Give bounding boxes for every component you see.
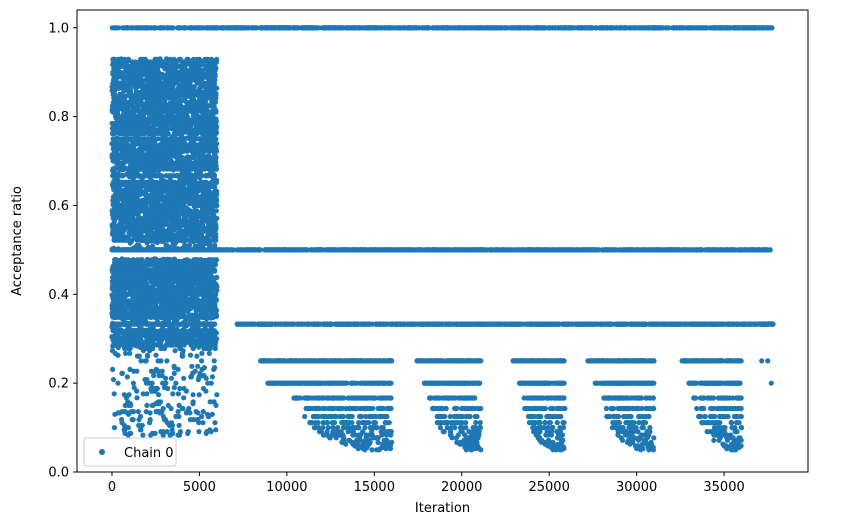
data-point [121, 392, 127, 398]
data-point [196, 392, 202, 398]
data-point [149, 130, 155, 137]
data-point [128, 91, 134, 97]
data-point [204, 305, 210, 312]
data-point [140, 391, 146, 397]
data-point [152, 368, 158, 374]
data-point [203, 388, 209, 394]
data-point [176, 402, 182, 408]
data-point [170, 391, 176, 397]
data-point [110, 228, 116, 234]
data-point [211, 366, 217, 372]
data-point [213, 57, 219, 64]
data-point [155, 358, 161, 364]
data-point [172, 348, 178, 354]
data-point [186, 405, 192, 412]
data-point [194, 108, 200, 114]
data-point [170, 430, 176, 436]
data-point [131, 385, 137, 391]
data-point [142, 377, 148, 383]
data-point [124, 374, 130, 380]
data-point [190, 392, 196, 398]
data-point [136, 353, 142, 359]
data-point [163, 375, 169, 381]
data-point [211, 358, 217, 364]
data-point [180, 353, 186, 359]
data-point [173, 380, 179, 386]
data-point [187, 352, 194, 358]
data-point [161, 417, 168, 423]
data-point [193, 409, 199, 415]
data-point [208, 429, 214, 435]
data-point [147, 410, 153, 416]
data-point [154, 385, 160, 392]
data-point [177, 228, 183, 234]
data-point [181, 395, 187, 401]
data-point [151, 123, 157, 129]
data-point [171, 385, 177, 391]
data-point [193, 123, 199, 129]
data-point [130, 380, 136, 386]
data-point [209, 374, 215, 380]
data-point [206, 350, 212, 356]
data-point [185, 430, 191, 436]
data-point [164, 358, 170, 364]
data-point [176, 422, 182, 428]
data-point [111, 425, 117, 431]
data-point [134, 395, 140, 401]
data-point [115, 114, 122, 120]
data-point [138, 82, 144, 88]
data-point [110, 377, 117, 383]
data-point [156, 392, 162, 398]
data-point [123, 350, 129, 356]
data-point [171, 370, 177, 376]
data-point [153, 352, 159, 358]
data-point [201, 365, 207, 371]
scatter-points [109, 25, 776, 453]
data-point [143, 358, 149, 364]
data-point [214, 274, 220, 280]
data-point [127, 350, 133, 356]
data-point [139, 422, 145, 428]
data-point [156, 373, 162, 379]
data-point [144, 391, 150, 397]
data-point [214, 141, 220, 147]
data-point [199, 350, 205, 356]
data-point [143, 409, 149, 415]
data-point [137, 413, 144, 420]
data-point [196, 242, 202, 248]
data-point [130, 409, 137, 415]
data-point [162, 65, 168, 71]
data-point [157, 136, 164, 142]
data-point [126, 392, 132, 398]
data-point [175, 409, 181, 415]
data-point [127, 85, 133, 91]
data-point [138, 358, 144, 364]
data-point [180, 405, 186, 412]
data-point [109, 107, 115, 113]
data-point [199, 413, 205, 420]
data-point [212, 420, 218, 426]
data-point [135, 409, 141, 415]
data-point [186, 242, 193, 248]
data-point [199, 358, 205, 364]
data-point [189, 363, 195, 369]
data-point [131, 368, 137, 374]
data-point [147, 380, 153, 386]
data-point [115, 380, 121, 386]
data-point [159, 368, 165, 374]
data-point [168, 405, 174, 412]
data-point [212, 237, 218, 243]
data-point [164, 429, 170, 435]
data-point [211, 242, 218, 248]
